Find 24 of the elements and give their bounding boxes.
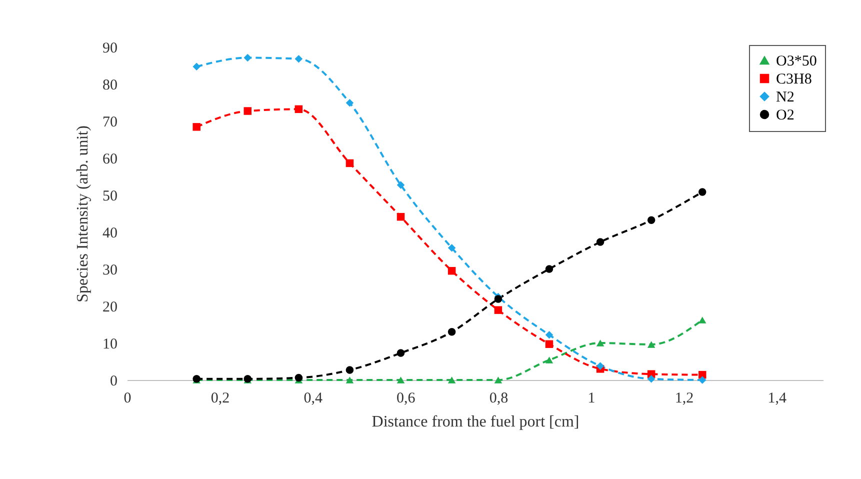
y-tick-label: 10 xyxy=(102,336,118,352)
y-tick-label: 40 xyxy=(102,226,118,242)
x-tick-label: 0,2 xyxy=(210,390,230,406)
y-tick-label: 90 xyxy=(102,40,118,56)
legend-label: O2 xyxy=(776,108,794,124)
legend-label: C3H8 xyxy=(776,72,812,88)
legend-label: N2 xyxy=(776,90,794,106)
x-tick-label: 0,6 xyxy=(396,390,416,406)
y-tick-label: 50 xyxy=(102,188,118,204)
x-tick-label: 0 xyxy=(124,390,132,406)
y-tick-label: 80 xyxy=(102,78,118,94)
x-tick-label: 1,4 xyxy=(768,390,787,406)
y-tick-label: 30 xyxy=(102,262,118,278)
x-tick-label: 0,4 xyxy=(304,390,323,406)
legend-label: O3*50 xyxy=(776,54,817,70)
y-tick-label: 20 xyxy=(102,300,118,316)
x-tick-label: 1 xyxy=(588,390,596,406)
y-tick-label: 60 xyxy=(102,152,118,168)
y-axis-title: Species Intensity (arb. unit) xyxy=(74,126,92,302)
x-tick-label: 1,2 xyxy=(674,390,694,406)
x-tick-label: 0,8 xyxy=(489,390,508,406)
x-axis-title: Distance from the fuel port [cm] xyxy=(372,414,580,430)
y-tick-label: 0 xyxy=(110,374,118,390)
y-tick-label: 70 xyxy=(102,114,118,130)
